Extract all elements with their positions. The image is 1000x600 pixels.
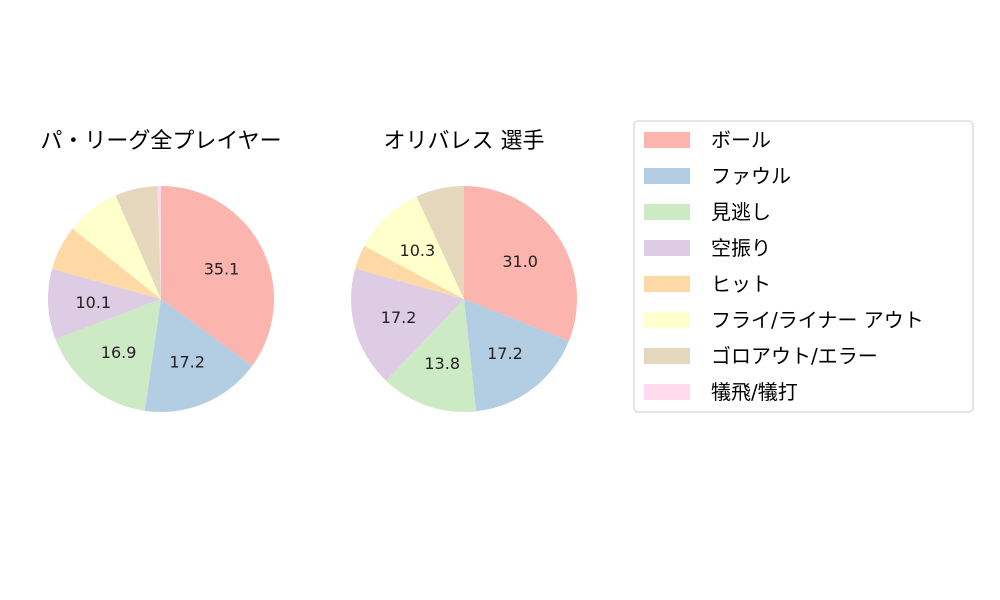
legend-label: 見逃し [711, 200, 771, 224]
pie-slice [355, 246, 464, 299]
legend-label: ゴロアウト/エラー [711, 344, 878, 368]
legend-label: フライ/ライナー アウト [711, 308, 924, 332]
slice-label: 31.0 [502, 252, 538, 271]
legend-label: 犠飛/犠打 [711, 380, 798, 404]
legend-frame [633, 120, 974, 413]
legend-label: ヒット [711, 272, 771, 296]
slice-label: 16.9 [101, 343, 137, 362]
legend-swatch [644, 348, 690, 364]
pie-slice [52, 228, 161, 299]
pie-slice [144, 299, 252, 412]
legend-swatch [644, 132, 690, 148]
slice-label: 10.1 [75, 293, 111, 312]
pie-title: オリバレス 選手 [384, 129, 545, 154]
legend-swatch [644, 204, 690, 220]
pie-title: パ・リーグ全プレイヤー [40, 129, 281, 154]
legend-swatch [644, 168, 690, 184]
slice-label: 13.8 [424, 354, 460, 373]
legend-label: 空振り [711, 236, 771, 260]
pie-slice [464, 299, 569, 412]
pie-slice [416, 186, 464, 299]
slice-label: 17.2 [169, 353, 205, 372]
pie-chart-2: オリバレス 選手 31.0 17.2 13.8 17.2 10.3 [350, 129, 577, 412]
slice-label: 17.2 [381, 308, 417, 327]
pie-slice [157, 186, 161, 299]
pie-slice [161, 186, 274, 366]
pie-slice [55, 299, 161, 411]
pie-slice [48, 268, 161, 340]
pie-slice [364, 196, 464, 299]
pie-slice [464, 186, 577, 342]
legend-swatch [644, 276, 690, 292]
pie-slice [386, 299, 477, 412]
slice-label: 10.3 [400, 241, 436, 260]
legend-swatch [644, 240, 690, 256]
pie-slice [115, 186, 161, 299]
legend-swatch [644, 384, 690, 400]
legend-label: ファウル [711, 164, 791, 188]
slice-label: 17.2 [487, 344, 523, 363]
slice-label: 35.1 [204, 259, 240, 278]
pie-slice [72, 195, 161, 299]
pie-slice [350, 268, 464, 381]
legend-label: ボール [711, 128, 771, 152]
pie-chart-1: パ・リーグ全プレイヤー 35.1 17.2 16.9 10.1 [40, 129, 282, 412]
legend-swatch [644, 312, 690, 328]
pie-charts: パ・リーグ全プレイヤー 35.1 17.2 16.9 10.1 オリバレス 選手 31.0 1… [40, 129, 577, 412]
